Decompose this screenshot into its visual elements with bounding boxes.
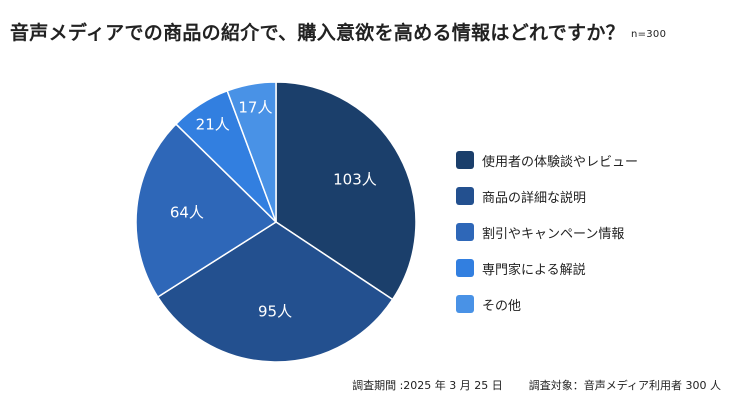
survey-period: 調査期間 :2025 年 3 月 25 日 bbox=[352, 379, 503, 392]
survey-footer: 調査期間 :2025 年 3 月 25 日 調査対象：音声メディア利用者 300 … bbox=[352, 377, 721, 393]
survey-target: 調査対象：音声メディア利用者 300 人 bbox=[528, 379, 721, 392]
legend-swatch bbox=[456, 187, 474, 205]
legend-item: 商品の詳細な説明 bbox=[456, 178, 638, 214]
legend-label: 専門家による解説 bbox=[482, 262, 586, 278]
legend-label: 割引やキャンペーン情報 bbox=[482, 226, 625, 242]
pie-slice bbox=[135, 122, 278, 299]
legend-item: 専門家による解説 bbox=[456, 250, 638, 286]
legend: 使用者の体験談やレビュー 商品の詳細な説明割引やキャンペーン情報 専門家による解説そ… bbox=[456, 142, 638, 322]
slice-label: 21人 bbox=[196, 116, 230, 134]
slice-label: 17人 bbox=[238, 99, 272, 117]
legend-label: 使用者の体験談やレビュー bbox=[482, 154, 639, 170]
legend-swatch bbox=[456, 259, 474, 277]
legend-item: その他 bbox=[456, 286, 638, 322]
sample-size: n=300 bbox=[630, 29, 667, 40]
legend-item: 使用者の体験談やレビュー bbox=[456, 142, 638, 178]
title-text: 音声メディアでの商品の紹介で、購入意欲を高める情報はどれですか？ bbox=[10, 22, 625, 44]
legend-label: その他 bbox=[482, 298, 522, 314]
legend-swatch bbox=[456, 223, 474, 241]
legend-label: 商品の詳細な説明 bbox=[482, 190, 587, 206]
slice-label: 103人 bbox=[333, 171, 377, 189]
chart-title: 音声メディアでの商品の紹介で、購入意欲を高める情報はどれですか？ n=300 bbox=[10, 18, 666, 45]
slice-label: 95人 bbox=[258, 303, 292, 321]
legend-swatch bbox=[456, 295, 474, 313]
legend-item: 割引やキャンペーン情報 bbox=[456, 214, 638, 250]
pie-slice bbox=[156, 221, 394, 363]
pie-slice bbox=[226, 81, 277, 223]
legend-swatch bbox=[456, 151, 474, 169]
slice-label: 64人 bbox=[170, 204, 204, 222]
